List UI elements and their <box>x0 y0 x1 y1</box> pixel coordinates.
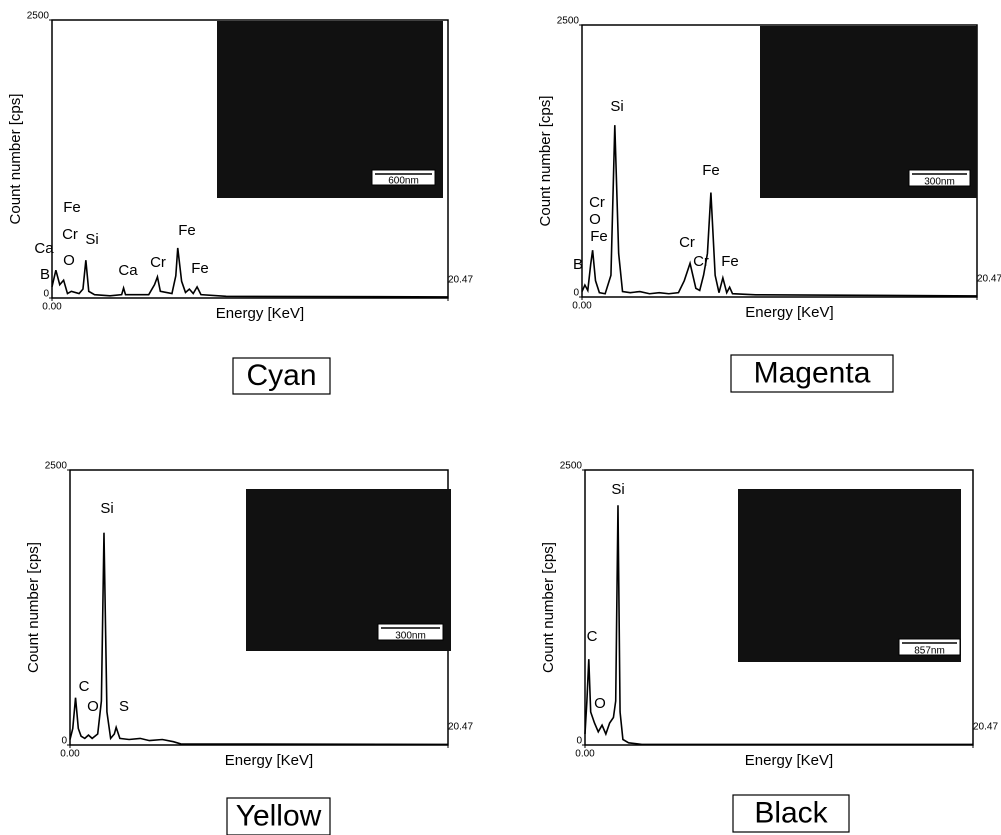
x-axis-title: Energy [KeV] <box>225 752 313 769</box>
peak-label: Fe <box>178 222 196 239</box>
peak-label: Si <box>610 98 623 115</box>
peak-label: Si <box>611 481 624 498</box>
x-axis-title: Energy [KeV] <box>216 305 304 322</box>
x-axis-title: Energy [KeV] <box>745 304 833 321</box>
peak-label: B <box>40 266 50 283</box>
peak-label: B <box>573 256 583 273</box>
x-tick-label: 0.00 <box>60 749 80 760</box>
x-tick-label: 20.47 <box>973 722 998 733</box>
x-tick-label: 0.00 <box>572 301 592 312</box>
y-tick-label: 0 <box>576 736 582 747</box>
y-tick-label: 0 <box>61 736 67 747</box>
caption: Black <box>754 796 828 829</box>
y-tick-label: 2500 <box>45 461 68 472</box>
peak-label: S <box>119 698 129 715</box>
scale-bar-label: 300nm <box>395 631 426 642</box>
inset-image <box>738 489 961 662</box>
peak-label: Fe <box>590 228 608 245</box>
peak-label: Cr <box>62 226 78 243</box>
peak-label: C <box>587 628 598 645</box>
y-axis-title: Count number [cps] <box>540 542 557 673</box>
peak-label: Cr <box>693 253 709 270</box>
y-axis-title: Count number [cps] <box>537 96 554 227</box>
y-tick-label: 2500 <box>557 16 580 27</box>
scale-bar-label: 600nm <box>388 176 419 187</box>
peak-label: O <box>87 698 99 715</box>
figure: 025000.0020.47600nmFeCaCrOSiBCaCrFeFeEne… <box>0 0 1001 835</box>
peak-label: Cr <box>150 254 166 271</box>
peak-label: Ca <box>118 262 138 279</box>
peak-label: Si <box>100 500 113 517</box>
peak-label: Fe <box>63 199 81 216</box>
peak-label: O <box>594 695 606 712</box>
x-tick-label: 20.47 <box>977 274 1001 285</box>
scale-bar-label: 300nm <box>924 177 955 188</box>
y-axis-title: Count number [cps] <box>7 94 24 225</box>
x-tick-label: 20.47 <box>448 275 473 286</box>
y-tick-label: 2500 <box>27 11 50 22</box>
peak-label: Fe <box>721 253 739 270</box>
peak-label: Fe <box>702 162 720 179</box>
x-tick-label: 20.47 <box>448 722 473 733</box>
y-tick-label: 0 <box>573 288 579 299</box>
caption: Yellow <box>236 799 322 832</box>
caption: Cyan <box>246 359 316 392</box>
y-tick-label: 0 <box>43 289 49 300</box>
peak-label: Si <box>85 231 98 248</box>
peak-label: Ca <box>34 240 54 257</box>
spectrum-line <box>52 248 448 297</box>
x-axis-title: Energy [KeV] <box>745 752 833 769</box>
x-tick-label: 0.00 <box>575 749 595 760</box>
peak-label: C <box>79 678 90 695</box>
x-tick-label: 0.00 <box>42 302 62 313</box>
y-axis-title: Count number [cps] <box>25 542 42 673</box>
peak-label: Fe <box>191 260 209 277</box>
peak-label: O <box>63 252 75 269</box>
peak-label: Cr <box>679 234 695 251</box>
caption: Magenta <box>754 356 871 389</box>
y-tick-label: 2500 <box>560 461 583 472</box>
peak-label: O <box>589 211 601 228</box>
peak-label: Cr <box>589 194 605 211</box>
scale-bar-label: 857nm <box>914 646 945 657</box>
